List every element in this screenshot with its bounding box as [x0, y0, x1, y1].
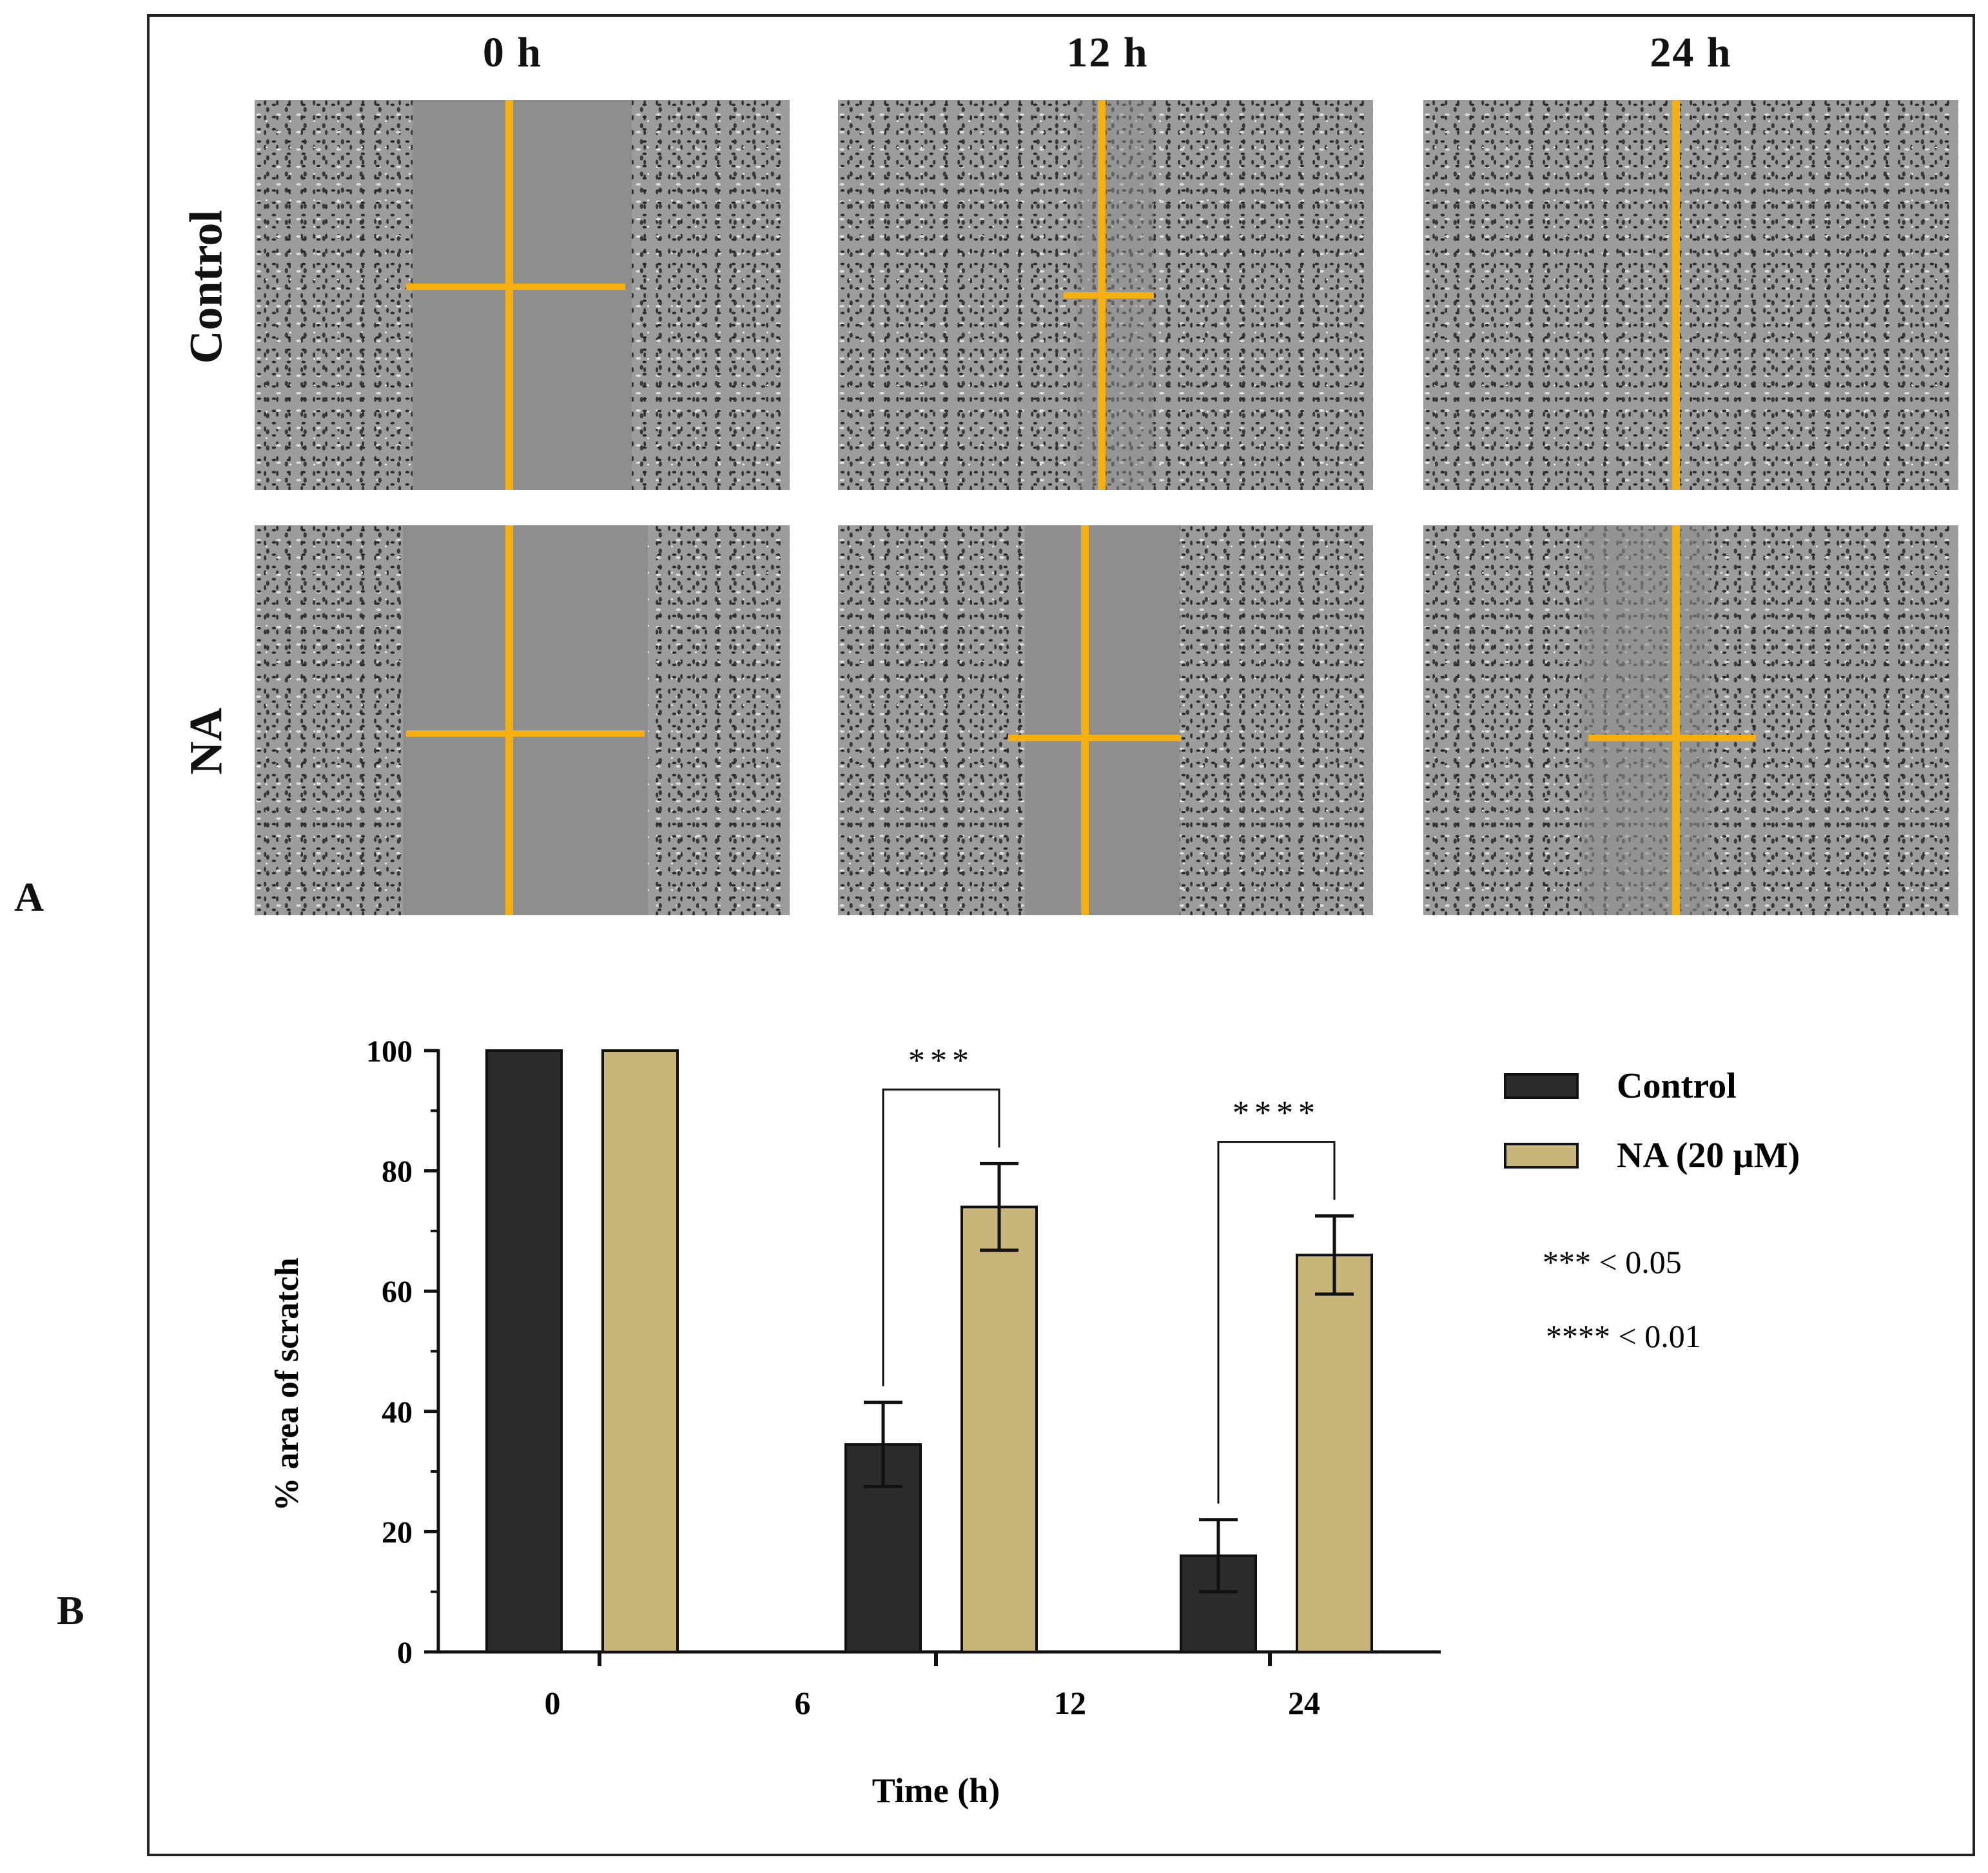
- y-tick-label: 0: [397, 1636, 413, 1670]
- bar-na-12: [960, 1205, 1038, 1653]
- column-header-12h: 12 h: [1066, 29, 1149, 76]
- y-axis-label: % area of scratch: [269, 1257, 306, 1511]
- significance-label: ***: [908, 1042, 974, 1079]
- legend-swatch-control: [1504, 1073, 1579, 1099]
- bar-na-24: [1296, 1254, 1373, 1653]
- micrograph-na-24h: [1423, 525, 1958, 915]
- panel-label-b: B: [57, 1587, 84, 1633]
- column-header-24h: 24 h: [1650, 29, 1732, 76]
- legend-label-control: Control: [1617, 1066, 1737, 1106]
- bar-control-0: [485, 1049, 563, 1653]
- y-tick-label: 100: [366, 1034, 413, 1069]
- micrograph-control-0h: [255, 100, 790, 490]
- bar-na-0: [601, 1049, 679, 1653]
- y-tick-label: 40: [382, 1395, 413, 1430]
- legend-label-na: NA (20 µM): [1617, 1136, 1800, 1176]
- x-tick-label: 24: [1288, 1685, 1320, 1721]
- significance-bracket: [1217, 1141, 1336, 1504]
- micrograph-control-24h: [1423, 100, 1958, 490]
- micrograph-control-12h: [838, 100, 1373, 490]
- x-tick-label: 12: [1054, 1685, 1086, 1721]
- legend-swatch-na: [1504, 1143, 1579, 1169]
- legend-note: *** < 0.05: [1543, 1244, 1682, 1280]
- legend-note: **** < 0.01: [1546, 1318, 1701, 1354]
- x-tick-label: 6: [795, 1685, 811, 1721]
- y-tick-label: 20: [382, 1515, 413, 1549]
- significance-bracket: [882, 1088, 1000, 1386]
- micrograph-na-0h: [255, 525, 790, 915]
- column-header-0h: 0 h: [482, 29, 543, 76]
- panel-label-a: A: [14, 874, 44, 920]
- x-axis-label: Time (h): [872, 1771, 1000, 1810]
- micrograph-na-12h: [838, 525, 1373, 915]
- y-tick-label: 60: [382, 1275, 413, 1309]
- y-tick-label: 80: [382, 1155, 413, 1189]
- significance-label: ****: [1233, 1095, 1320, 1132]
- x-tick-label: 0: [545, 1685, 561, 1721]
- figure-frame: [147, 14, 1975, 1856]
